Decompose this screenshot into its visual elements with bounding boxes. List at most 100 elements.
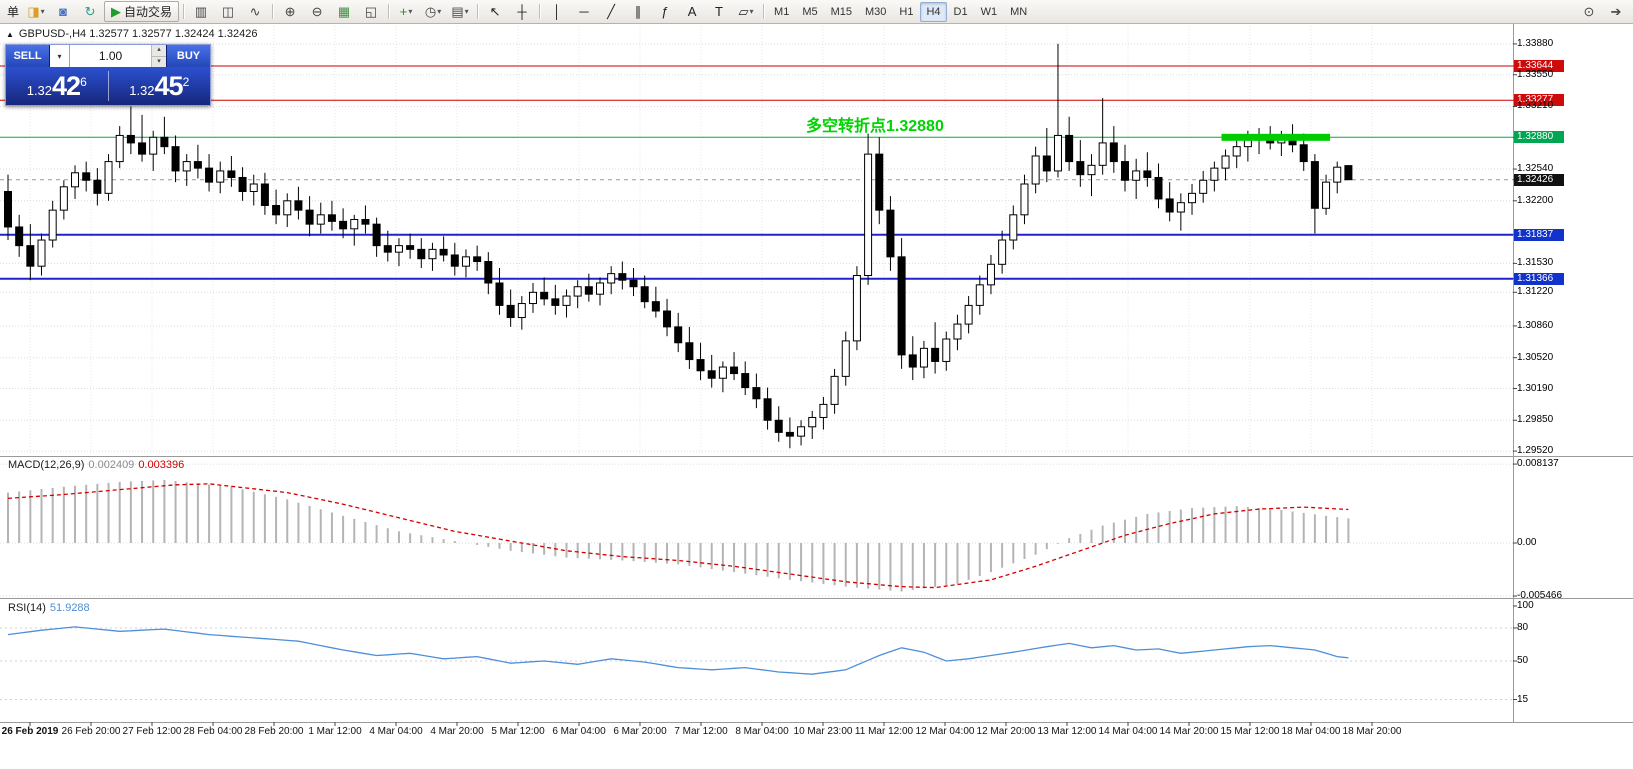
price-axis-label: 1.31837 (1514, 229, 1564, 241)
price-axis-label: 1.29520 (1517, 445, 1554, 456)
chevron-down-icon: ▾ (464, 7, 469, 16)
pivot-annotation-text[interactable]: 多空转折点1.32880 (806, 118, 944, 135)
one-click-toggle-icon[interactable]: ▲ (6, 29, 14, 39)
channel-icon: ∥ (634, 4, 642, 19)
zoom-out-button[interactable]: ⊖ (304, 1, 330, 23)
order-type-dropdown[interactable]: ▾ (50, 45, 70, 67)
time-axis-label: 5 Mar 12:00 (491, 726, 545, 737)
fibonacci-button[interactable]: ƒ (652, 1, 678, 23)
cursor-button[interactable]: ↖ (482, 1, 508, 23)
rsi-axis-label: 80 (1517, 622, 1529, 633)
time-axis-label: 11 Mar 12:00 (854, 726, 914, 737)
line-chart-icon: ∿ (249, 4, 261, 19)
price-axis-label: 1.32540 (1517, 163, 1554, 174)
time-axis-label: 12 Mar 04:00 (915, 726, 975, 737)
chevron-down-icon: ▾ (40, 7, 45, 16)
quick-nav-button[interactable]: ➔ (1603, 1, 1629, 23)
price-axis-label: 1.33277 (1514, 94, 1564, 106)
indicators-button[interactable]: + ▾ (393, 1, 419, 23)
order-menu-label[interactable]: 单 (7, 5, 20, 19)
price-axis-label: 1.32200 (1517, 195, 1554, 206)
time-axis-label: 6 Mar 20:00 (613, 726, 667, 737)
timeframe-m5-button[interactable]: M5 (802, 5, 818, 18)
cursor-icon: ↖ (489, 4, 501, 19)
macd-name: MACD(12,26,9) (8, 459, 85, 471)
rsi-axis-label: 100 (1517, 600, 1534, 611)
price-axis-label: 1.30190 (1517, 383, 1554, 394)
time-axis-label: 4 Mar 04:00 (369, 726, 423, 737)
time-axis-label: 18 Mar 20:00 (1342, 726, 1402, 737)
search-button[interactable]: ⊙ (1576, 1, 1602, 23)
sell-button[interactable]: SELL (6, 45, 50, 67)
chevron-down-icon: ▾ (57, 51, 62, 61)
main-toolbar: 单 ◨ ▾ ◙ ↻ ▶ 自动交易 ▥ ◫ ∿ ⊕ ⊖ ▦ ◱ + ▾ ◷ ▾ ▤ ▾ ↖ ┼ │ ─ ╱ ∥ ƒ A T ▱ ▾ M1 M5 M1… (0, 0, 1633, 24)
volume-input[interactable] (70, 45, 151, 67)
sell-price-display[interactable]: 1.32426 (6, 71, 108, 102)
new-order-icon: ◨ (27, 4, 40, 19)
quick-nav-icon: ➔ (1610, 4, 1622, 19)
new-order-button[interactable]: ◨ ▾ (23, 1, 49, 23)
auto-arrange-icon: ▦ (337, 4, 351, 19)
toolbar-separator (539, 4, 541, 19)
channel-button[interactable]: ∥ (625, 1, 651, 23)
bars-chart-icon: ▥ (194, 4, 208, 19)
timeframe-m15-button[interactable]: M15 (830, 5, 852, 18)
text-button[interactable]: A (679, 1, 705, 23)
time-axis-label: 27 Feb 12:00 (122, 726, 182, 737)
rsi-axis-label: 50 (1517, 655, 1529, 666)
line-chart-button[interactable]: ∿ (242, 1, 268, 23)
sell-price-main: 42 (52, 70, 81, 101)
timeframe-h1-button[interactable]: H1 (899, 5, 914, 18)
tile-windows-button[interactable]: ◱ (358, 1, 384, 23)
volume-spinner: ▴ ▾ (151, 45, 166, 67)
trendline-button[interactable]: ╱ (598, 1, 624, 23)
timeframe-mn-button[interactable]: MN (1010, 5, 1028, 18)
periods-button[interactable]: ◷ ▾ (420, 1, 446, 23)
rsi-value: 51.9288 (49, 602, 90, 614)
macd-axis-label: 0.008137 (1517, 458, 1559, 469)
timeframe-m30-button[interactable]: M30 (865, 5, 887, 18)
zoom-in-button[interactable]: ⊕ (277, 1, 303, 23)
templates-button[interactable]: ▤ ▾ (447, 1, 473, 23)
time-axis-label: 4 Mar 20:00 (430, 726, 484, 737)
candlestick-chart-icon: ◫ (221, 4, 235, 19)
horizontal-line-button[interactable]: ─ (571, 1, 597, 23)
shapes-button[interactable]: ▱ ▾ (733, 1, 759, 23)
buy-price-prefix: 1.32 (129, 82, 155, 98)
volume-decrease-button[interactable]: ▾ (152, 56, 166, 67)
timeframe-h4-button[interactable]: H4 (920, 1, 947, 22)
vertical-line-button[interactable]: │ (544, 1, 570, 23)
toolbar-separator (388, 4, 390, 19)
time-axis-label: 26 Feb 20:00 (61, 726, 121, 737)
price-axis-label: 1.32426 (1514, 174, 1564, 186)
auto-trading-button[interactable]: ▶ 自动交易 (104, 1, 180, 22)
timeframe-m1-button[interactable]: M1 (774, 5, 790, 18)
time-axis-label: 18 Mar 04:00 (1281, 726, 1341, 737)
crosshair-button[interactable]: ┼ (509, 1, 535, 23)
price-axis-label: 1.31530 (1517, 257, 1554, 268)
time-axis-label: 28 Feb 04:00 (183, 726, 243, 737)
charts-button[interactable]: ◙ (50, 1, 76, 23)
label-icon: T (715, 4, 723, 19)
buy-price-display[interactable]: 1.32452 (109, 71, 211, 102)
time-axis-label: 28 Feb 20:00 (244, 726, 304, 737)
fibonacci-icon: ƒ (661, 4, 669, 19)
templates-icon: ▤ (451, 4, 464, 19)
trendline-icon: ╱ (607, 4, 615, 19)
refresh-button[interactable]: ↻ (77, 1, 103, 23)
search-icon: ⊙ (1583, 4, 1595, 19)
price-axis-label: 1.30860 (1517, 320, 1554, 331)
candlestick-chart-button[interactable]: ◫ (215, 1, 241, 23)
label-button[interactable]: T (706, 1, 732, 23)
toolbar-separator (272, 4, 274, 19)
auto-trading-button: ▶ (111, 4, 122, 19)
buy-button[interactable]: BUY (166, 45, 210, 67)
timeframe-w1-button[interactable]: W1 (980, 5, 998, 18)
volume-input-wrap: ▴ ▾ (70, 45, 166, 67)
timeframe-d1-button[interactable]: D1 (953, 5, 968, 18)
bars-chart-button[interactable]: ▥ (188, 1, 214, 23)
volume-increase-button[interactable]: ▴ (152, 45, 166, 57)
auto-arrange-button[interactable]: ▦ (331, 1, 357, 23)
macd-indicator-label: MACD(12,26,9) 0.002409 0.003396 (8, 459, 184, 471)
